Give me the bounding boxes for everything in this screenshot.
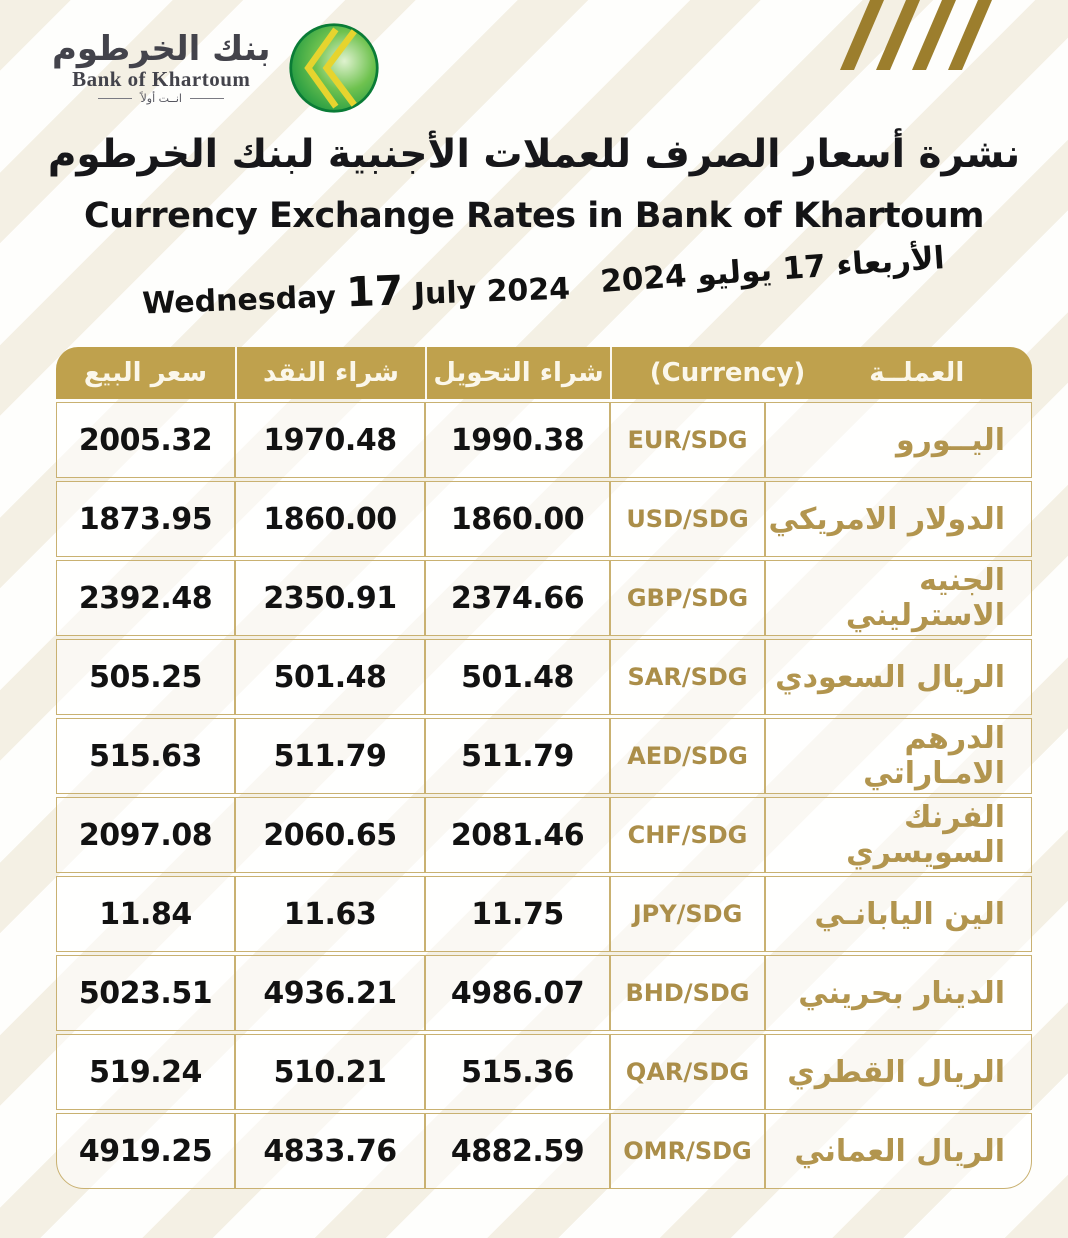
currency-name-cell: الدولار الامريكي — [765, 481, 1033, 557]
rates-table-header: سعر البيع شراء النقد شراء التحويل (Curre… — [56, 347, 1033, 399]
currency-name-cell: الفرنك السويسري — [765, 797, 1033, 873]
cash-buy-cell: 511.79 — [235, 718, 425, 794]
header-currency-english: (Currency) — [649, 358, 806, 388]
cash-buy-cell: 4833.76 — [235, 1113, 425, 1189]
tagline-dash-right — [190, 97, 224, 99]
sell-price-cell: 4919.25 — [56, 1113, 235, 1189]
cash-buy-cell: 1970.48 — [235, 402, 425, 478]
sell-price-cell: 2005.32 — [56, 402, 235, 478]
rates-table-container: سعر البيع شراء النقد شراء التحويل (Curre… — [56, 344, 1033, 1192]
table-row: 1873.95 1860.00 1860.00 USD/SDG الدولار … — [56, 481, 1033, 557]
transfer-buy-cell: 2374.66 — [425, 560, 610, 636]
currency-code-cell: CHF/SDG — [610, 797, 765, 873]
sell-price-cell: 5023.51 — [56, 955, 235, 1031]
sell-price-cell: 11.84 — [56, 876, 235, 952]
transfer-buy-cell: 501.48 — [425, 639, 610, 715]
transfer-buy-cell: 11.75 — [425, 876, 610, 952]
currency-name-cell: الريال القطري — [765, 1034, 1033, 1110]
currency-name-cell: الدينار بحريني — [765, 955, 1033, 1031]
header-currency: (Currency) العملــة — [610, 347, 1033, 399]
currency-code-cell: JPY/SDG — [610, 876, 765, 952]
transfer-buy-cell: 1860.00 — [425, 481, 610, 557]
tagline-text: انــت أولاً — [140, 91, 182, 105]
date-arabic: الأربعاء 17 يوليو 2024 — [599, 240, 946, 300]
sell-price-cell: 2392.48 — [56, 560, 235, 636]
header-sell-price: سعر البيع — [56, 347, 235, 399]
currency-code-cell: OMR/SDG — [610, 1113, 765, 1189]
transfer-buy-cell: 4882.59 — [425, 1113, 610, 1189]
table-row: 2005.32 1970.48 1990.38 EUR/SDG اليــورو — [56, 402, 1033, 478]
transfer-buy-cell: 2081.46 — [425, 797, 610, 873]
bank-logo: بنك الخرطوم Bank of Khartoum انــت أولاً — [52, 22, 380, 114]
transfer-buy-cell: 515.36 — [425, 1034, 610, 1110]
table-row: 2097.08 2060.65 2081.46 CHF/SDG الفرنك ا… — [56, 797, 1033, 873]
currency-name-cell: الريال السعودي — [765, 639, 1033, 715]
sell-price-cell: 2097.08 — [56, 797, 235, 873]
currency-name-cell: الدرهم الامـاراتي — [765, 718, 1033, 794]
cash-buy-cell: 1860.00 — [235, 481, 425, 557]
currency-code-cell: BHD/SDG — [610, 955, 765, 1031]
sell-price-cell: 519.24 — [56, 1034, 235, 1110]
header-transfer-buy: شراء التحويل — [425, 347, 610, 399]
cash-buy-cell: 4936.21 — [235, 955, 425, 1031]
date-month-year: July 2024 — [413, 271, 571, 312]
table-row: 5023.51 4936.21 4986.07 BHD/SDG الدينار … — [56, 955, 1033, 1031]
currency-code-cell: GBP/SDG — [610, 560, 765, 636]
sell-price-cell: 1873.95 — [56, 481, 235, 557]
currency-code-cell: SAR/SDG — [610, 639, 765, 715]
currency-name-cell: الريال العماني — [765, 1113, 1033, 1189]
cash-buy-cell: 501.48 — [235, 639, 425, 715]
date-english: Wednesday 17 July 2024 — [141, 261, 571, 324]
transfer-buy-cell: 4986.07 — [425, 955, 610, 1031]
title-arabic: نشرة أسعار الصرف للعملات الأجنبية لبنك ا… — [47, 132, 1021, 177]
table-row: 519.24 510.21 515.36 QAR/SDG الريال القط… — [56, 1034, 1033, 1110]
currency-name-cell: الجنيه الاسترليني — [765, 560, 1033, 636]
sell-price-cell: 505.25 — [56, 639, 235, 715]
table-row: 505.25 501.48 501.48 SAR/SDG الريال السع… — [56, 639, 1033, 715]
currency-name-cell: اليــورو — [765, 402, 1033, 478]
currency-code-cell: EUR/SDG — [610, 402, 765, 478]
title-english: Currency Exchange Rates in Bank of Khart… — [83, 196, 985, 236]
currency-code-cell: AED/SDG — [610, 718, 765, 794]
currency-code-cell: QAR/SDG — [610, 1034, 765, 1110]
transfer-buy-cell: 1990.38 — [425, 402, 610, 478]
table-row: 11.84 11.63 11.75 JPY/SDG الين اليابانـي — [56, 876, 1033, 952]
bank-name-arabic: بنك الخرطوم — [52, 28, 271, 69]
bank-globe-icon — [289, 23, 380, 113]
rates-table: سعر البيع شراء النقد شراء التحويل (Curre… — [56, 344, 1033, 1192]
transfer-buy-cell: 511.79 — [425, 718, 610, 794]
rates-table-body: 2005.32 1970.48 1990.38 EUR/SDG اليــورو… — [56, 402, 1033, 1189]
currency-code-cell: USD/SDG — [610, 481, 765, 557]
cash-buy-cell: 2350.91 — [235, 560, 425, 636]
cash-buy-cell: 2060.65 — [235, 797, 425, 873]
date-weekday: Wednesday — [141, 279, 337, 322]
header-row: سعر البيع شراء النقد شراء التحويل (Curre… — [56, 347, 1033, 399]
bank-logo-text: بنك الخرطوم Bank of Khartoum انــت أولاً — [52, 28, 271, 105]
bank-tagline: انــت أولاً — [98, 93, 224, 105]
gold-slashes-decoration — [840, 0, 992, 70]
tagline-dash-left — [98, 97, 133, 99]
date-day: 17 — [345, 266, 405, 317]
currency-name-cell: الين اليابانـي — [765, 876, 1033, 952]
bank-name-english: Bank of Khartoum — [72, 66, 251, 91]
table-row: 515.63 511.79 511.79 AED/SDG الدرهم الام… — [56, 718, 1033, 794]
sell-price-cell: 515.63 — [56, 718, 235, 794]
header-cash-buy: شراء النقد — [235, 347, 425, 399]
table-row: 4919.25 4833.76 4882.59 OMR/SDG الريال ا… — [56, 1113, 1033, 1189]
table-row: 2392.48 2350.91 2374.66 GBP/SDG الجنيه ا… — [56, 560, 1033, 636]
cash-buy-cell: 11.63 — [235, 876, 425, 952]
cash-buy-cell: 510.21 — [235, 1034, 425, 1110]
header-currency-arabic: العملــة — [869, 358, 965, 388]
